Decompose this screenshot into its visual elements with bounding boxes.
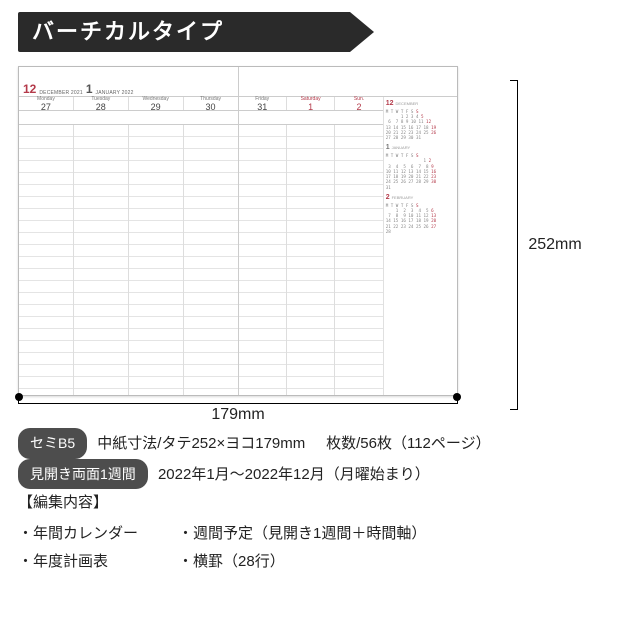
bullet-col-1: 年間カレンダー 年度計画表 (18, 520, 138, 577)
left-day-header: Monday27 Tuesday28 Wednesday29 Thursday3… (19, 97, 238, 111)
bullet-col-2: 週間予定（見開き1週間＋時間軸） 横罫（28行） (178, 520, 426, 577)
height-label: 252mm (528, 236, 581, 254)
width-dimension: 179mm (18, 396, 458, 424)
right-page: Friday31 Saturday1 Sun.2 12DECEMBE (239, 67, 458, 395)
title: バーチカルタイプ (18, 19, 224, 44)
planner-spread: 12 DECEMBER 2021 1 JANUARY 2022 Monday27… (18, 66, 458, 396)
spread-pill: 見開き両面1週間 (18, 459, 148, 490)
size-text: 中紙寸法/タテ252×ヨコ179mm (97, 435, 305, 452)
right-day-header: Friday31 Saturday1 Sun.2 (239, 97, 383, 111)
edit-heading: 【編集内容】 (18, 489, 622, 518)
month-number: 1 (86, 82, 93, 96)
left-body (19, 125, 238, 395)
spread-text: 2022年1月～2022年12月（月曜始まり） (158, 466, 430, 483)
title-bar: バーチカルタイプ (18, 12, 622, 52)
mini-calendars: 12DECEMBER M T W T F S S 1 2 3 4 5 6 7 8… (383, 97, 457, 395)
bullet-columns: 年間カレンダー 年度計画表 週間予定（見開き1週間＋時間軸） 横罫（28行） (18, 520, 622, 577)
height-dimension: 252mm (466, 66, 622, 424)
product-area: 12 DECEMBER 2021 1 JANUARY 2022 Monday27… (18, 66, 622, 424)
left-page-header: 12 DECEMBER 2021 1 JANUARY 2022 (19, 67, 238, 97)
width-label: 179mm (211, 406, 264, 424)
right-page-header (239, 67, 458, 97)
size-pill: セミB5 (18, 428, 87, 459)
spec-block: セミB5 中紙寸法/タテ252×ヨコ179mm 枚数/56枚（112ページ） 見… (18, 428, 622, 577)
list-item: 週間予定（見開き1週間＋時間軸） (178, 520, 426, 549)
pages-text: 枚数/56枚（112ページ） (326, 435, 490, 452)
list-item: 横罫（28行） (178, 548, 426, 577)
month-number: 12 (23, 82, 36, 96)
right-body (239, 125, 383, 395)
list-item: 年度計画表 (18, 548, 138, 577)
list-item: 年間カレンダー (18, 520, 138, 549)
left-page: 12 DECEMBER 2021 1 JANUARY 2022 Monday27… (19, 67, 239, 395)
